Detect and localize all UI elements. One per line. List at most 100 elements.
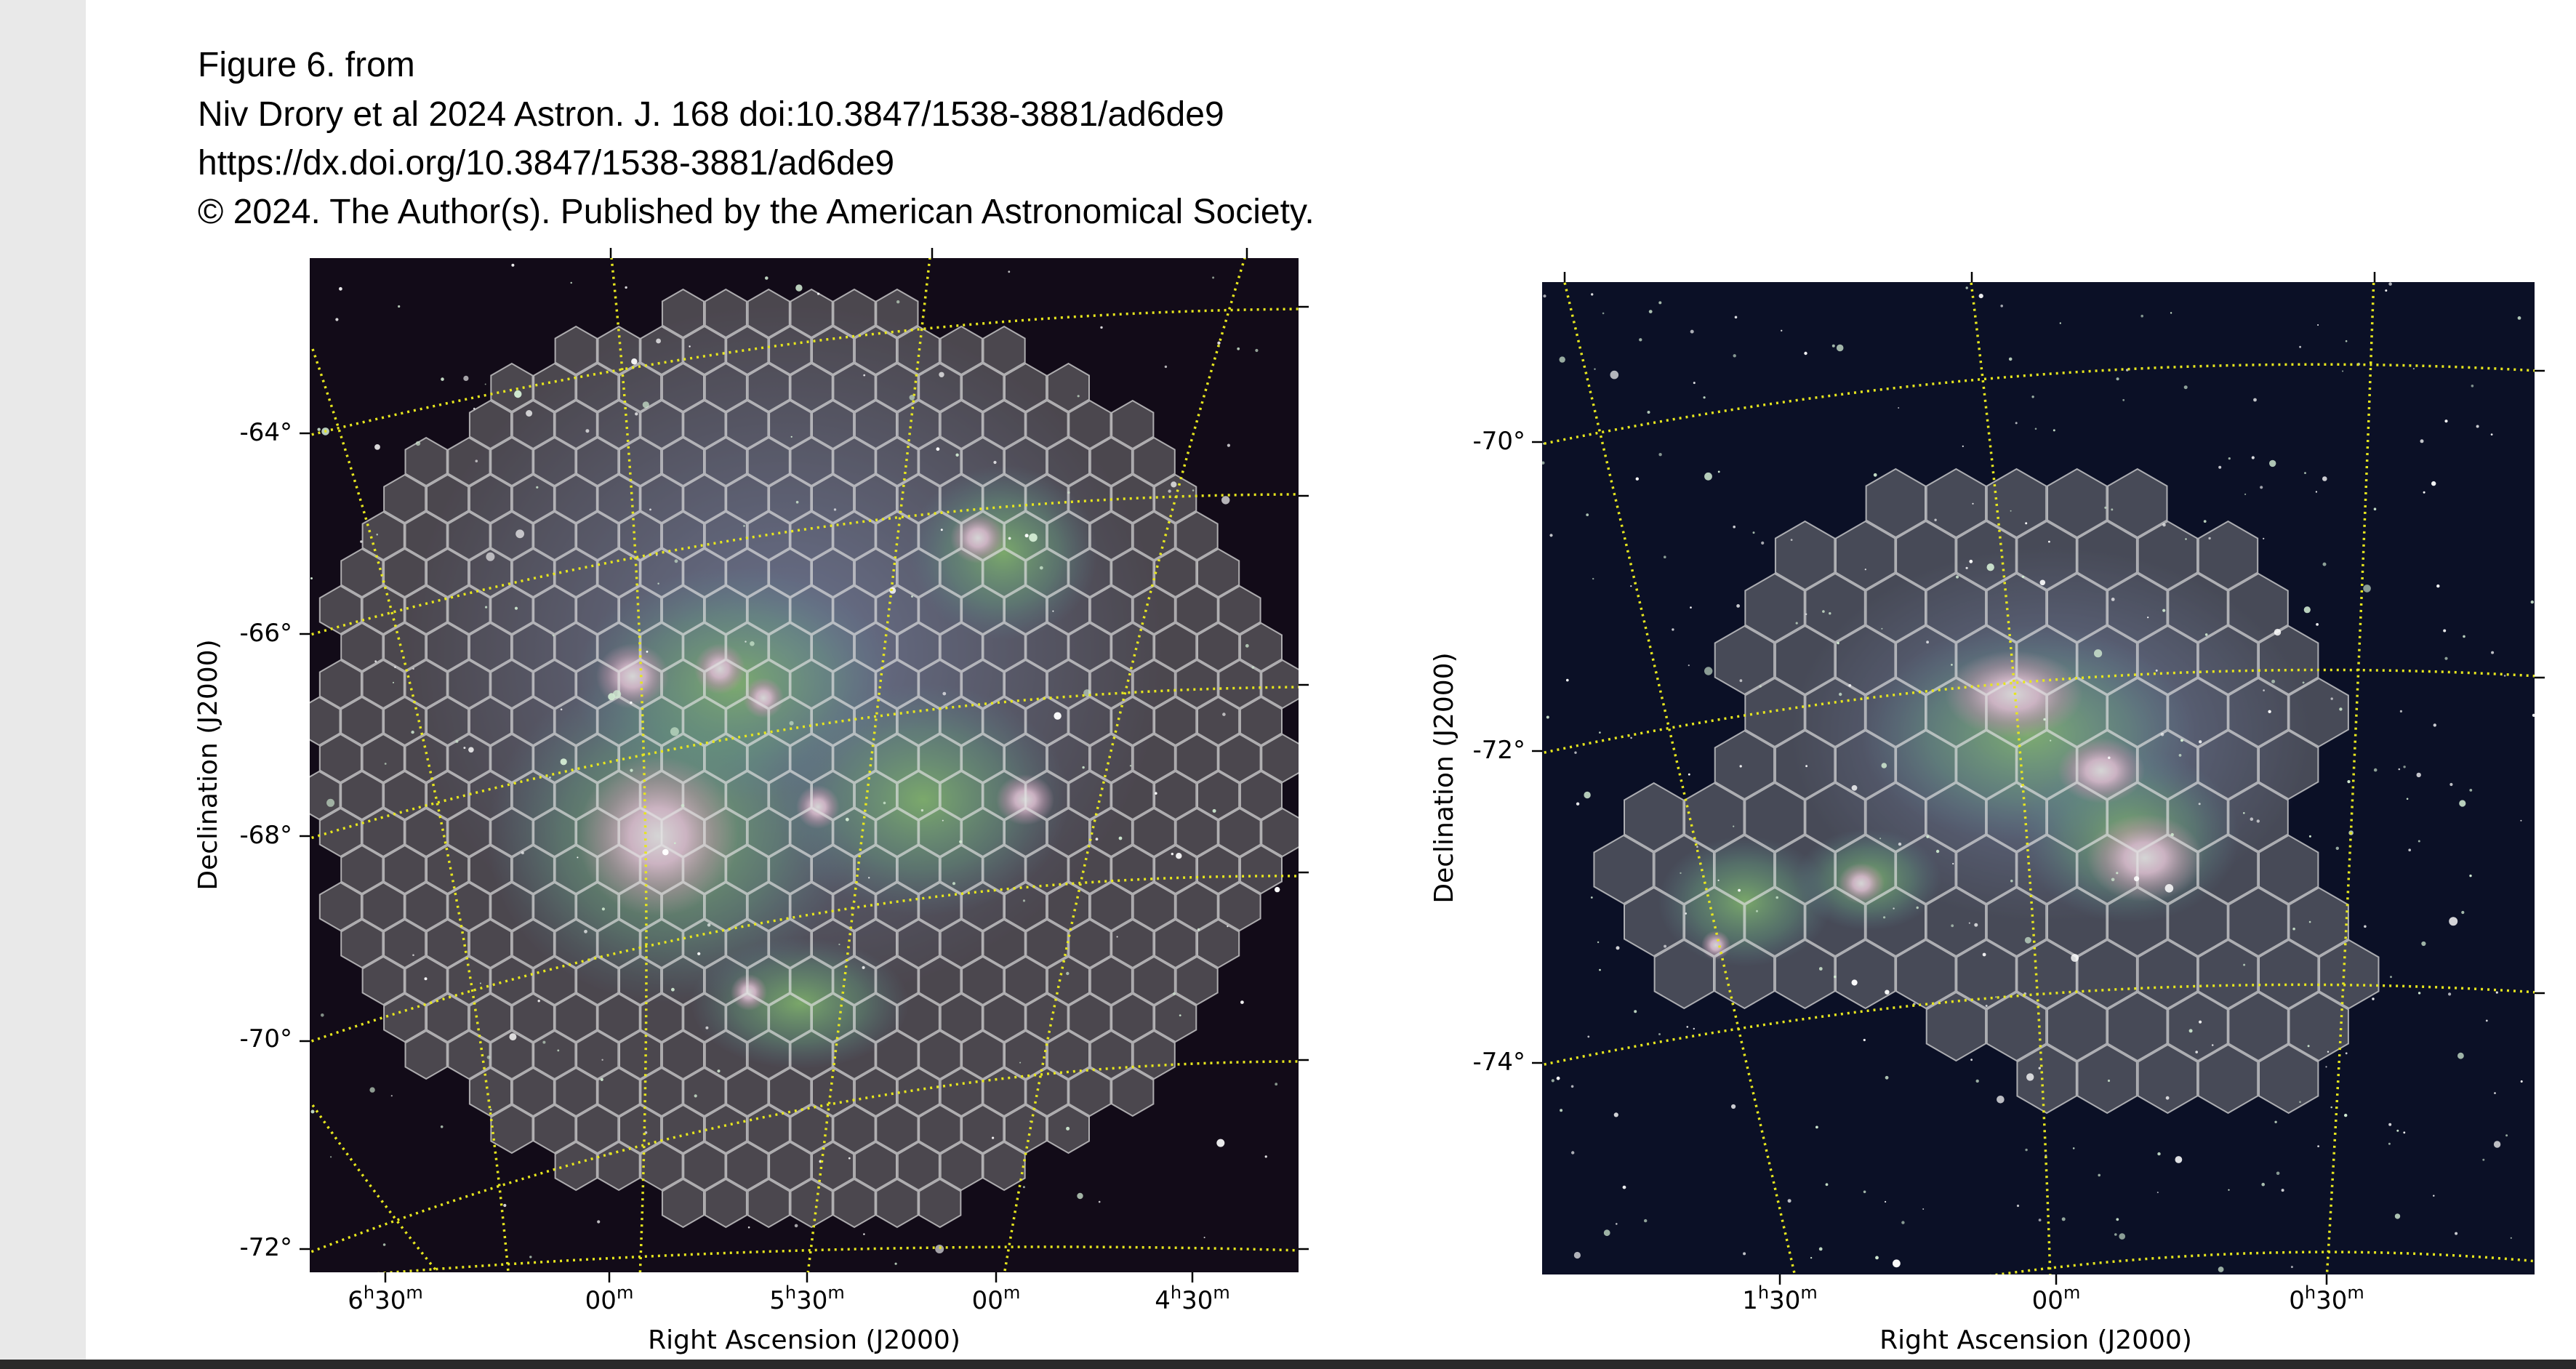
star xyxy=(2461,910,2465,915)
star xyxy=(2116,872,2119,875)
star xyxy=(2021,575,2025,579)
star xyxy=(2417,992,2421,995)
hexagonal-tile xyxy=(576,510,619,561)
star xyxy=(515,529,524,539)
star xyxy=(2263,537,2265,539)
hexagonal-tile xyxy=(982,325,1026,376)
star xyxy=(2218,1266,2224,1272)
star xyxy=(463,375,469,382)
star xyxy=(2211,1044,2214,1046)
hexagonal-tile xyxy=(361,881,405,932)
hexagonal-tile xyxy=(511,844,555,895)
hexagonal-tile xyxy=(1774,939,1836,1010)
hexagonal-tile xyxy=(1175,510,1219,561)
star xyxy=(2268,710,2271,713)
star xyxy=(2164,884,2174,893)
hexagonal-tile xyxy=(640,473,683,524)
hexagonal-tile xyxy=(1835,939,1896,1010)
hexagonal-tile xyxy=(1895,939,1957,1010)
star xyxy=(1970,1059,1973,1061)
star xyxy=(2026,1073,2034,1081)
hexagonal-tile xyxy=(790,659,833,710)
star xyxy=(484,383,486,385)
hexagonal-tile xyxy=(1089,1029,1133,1080)
hexagonal-tile xyxy=(597,325,641,376)
hexagonal-tile xyxy=(982,547,1026,598)
hexagonal-tile xyxy=(533,659,577,710)
hexagonal-tile xyxy=(1197,547,1240,598)
left-panel-hexagonal-tiling xyxy=(310,288,1299,1229)
hexagonal-tile xyxy=(1653,939,1714,1010)
hexagonal-tile xyxy=(318,659,362,710)
star xyxy=(1599,731,1601,734)
hexagonal-tile xyxy=(2167,991,2228,1062)
star xyxy=(2199,740,2202,744)
star xyxy=(1077,1192,1083,1200)
star xyxy=(2399,710,2402,713)
hexagonal-tile xyxy=(619,659,662,710)
star xyxy=(2493,1141,2501,1148)
star xyxy=(845,817,849,822)
hexagonal-tile xyxy=(918,436,962,487)
star xyxy=(549,776,551,779)
hexagonal-tile xyxy=(769,547,812,598)
hexagonal-tile xyxy=(2167,572,2228,643)
hexagonal-tile xyxy=(554,325,598,376)
figure-caption-doi-link[interactable]: https://dx.doi.org/10.3847/1538-3881/ad6… xyxy=(198,144,895,182)
star xyxy=(2147,617,2149,619)
hexagonal-tile xyxy=(661,881,705,932)
star xyxy=(2363,585,2371,593)
hexagonal-tile xyxy=(769,992,812,1043)
star xyxy=(511,263,515,267)
hexagonal-tile xyxy=(832,1029,876,1080)
star xyxy=(2157,1152,2161,1156)
hexagonal-tile xyxy=(640,547,683,598)
star xyxy=(2116,377,2119,381)
star xyxy=(1756,910,1758,912)
hexagonal-tile xyxy=(918,881,962,932)
hexagonal-tile xyxy=(769,622,812,673)
star xyxy=(1761,541,1765,545)
star xyxy=(560,708,563,711)
hexagonal-tile xyxy=(576,1104,619,1155)
hexagonal-tile xyxy=(404,659,448,710)
star xyxy=(2347,780,2351,784)
star xyxy=(2345,340,2348,342)
hexagonal-tile xyxy=(1925,677,1987,748)
star xyxy=(335,318,339,321)
star xyxy=(2388,282,2392,286)
hexagonal-tile xyxy=(404,807,448,858)
star xyxy=(1116,936,1118,938)
right-dec-tick-label: -72° xyxy=(1472,736,1525,765)
star xyxy=(1738,888,1741,892)
star xyxy=(1584,791,1591,799)
hexagonal-tile xyxy=(1004,955,1048,1006)
hexagonal-tile xyxy=(1025,1067,1069,1117)
hexagonal-tile xyxy=(704,733,747,784)
star xyxy=(1610,370,1619,380)
star xyxy=(2330,697,2333,700)
right-ascension-grid-line xyxy=(806,258,931,1272)
hexagonal-tile xyxy=(2258,834,2319,905)
star xyxy=(2494,1092,2496,1094)
star xyxy=(1926,835,1930,838)
hexagonal-tile xyxy=(661,955,705,1006)
star xyxy=(1591,293,1594,296)
hexagonal-tile xyxy=(2107,886,2168,958)
hexagonal-tile xyxy=(1068,473,1112,524)
hexagonal-tile xyxy=(1261,659,1299,710)
star xyxy=(489,1109,492,1111)
star xyxy=(2122,398,2125,401)
star xyxy=(503,1203,507,1208)
left-ra-tick-label: 6h30m xyxy=(348,1282,423,1315)
hexagonal-tile xyxy=(1111,992,1155,1043)
star xyxy=(2274,628,2282,636)
hexagonal-tile xyxy=(404,881,448,932)
star xyxy=(2024,936,2031,944)
hexagonal-tile xyxy=(2016,625,2077,696)
star xyxy=(1217,341,1221,345)
star xyxy=(863,374,866,377)
star xyxy=(475,459,478,462)
star xyxy=(2471,385,2474,388)
hexagonal-tile xyxy=(1068,992,1112,1043)
